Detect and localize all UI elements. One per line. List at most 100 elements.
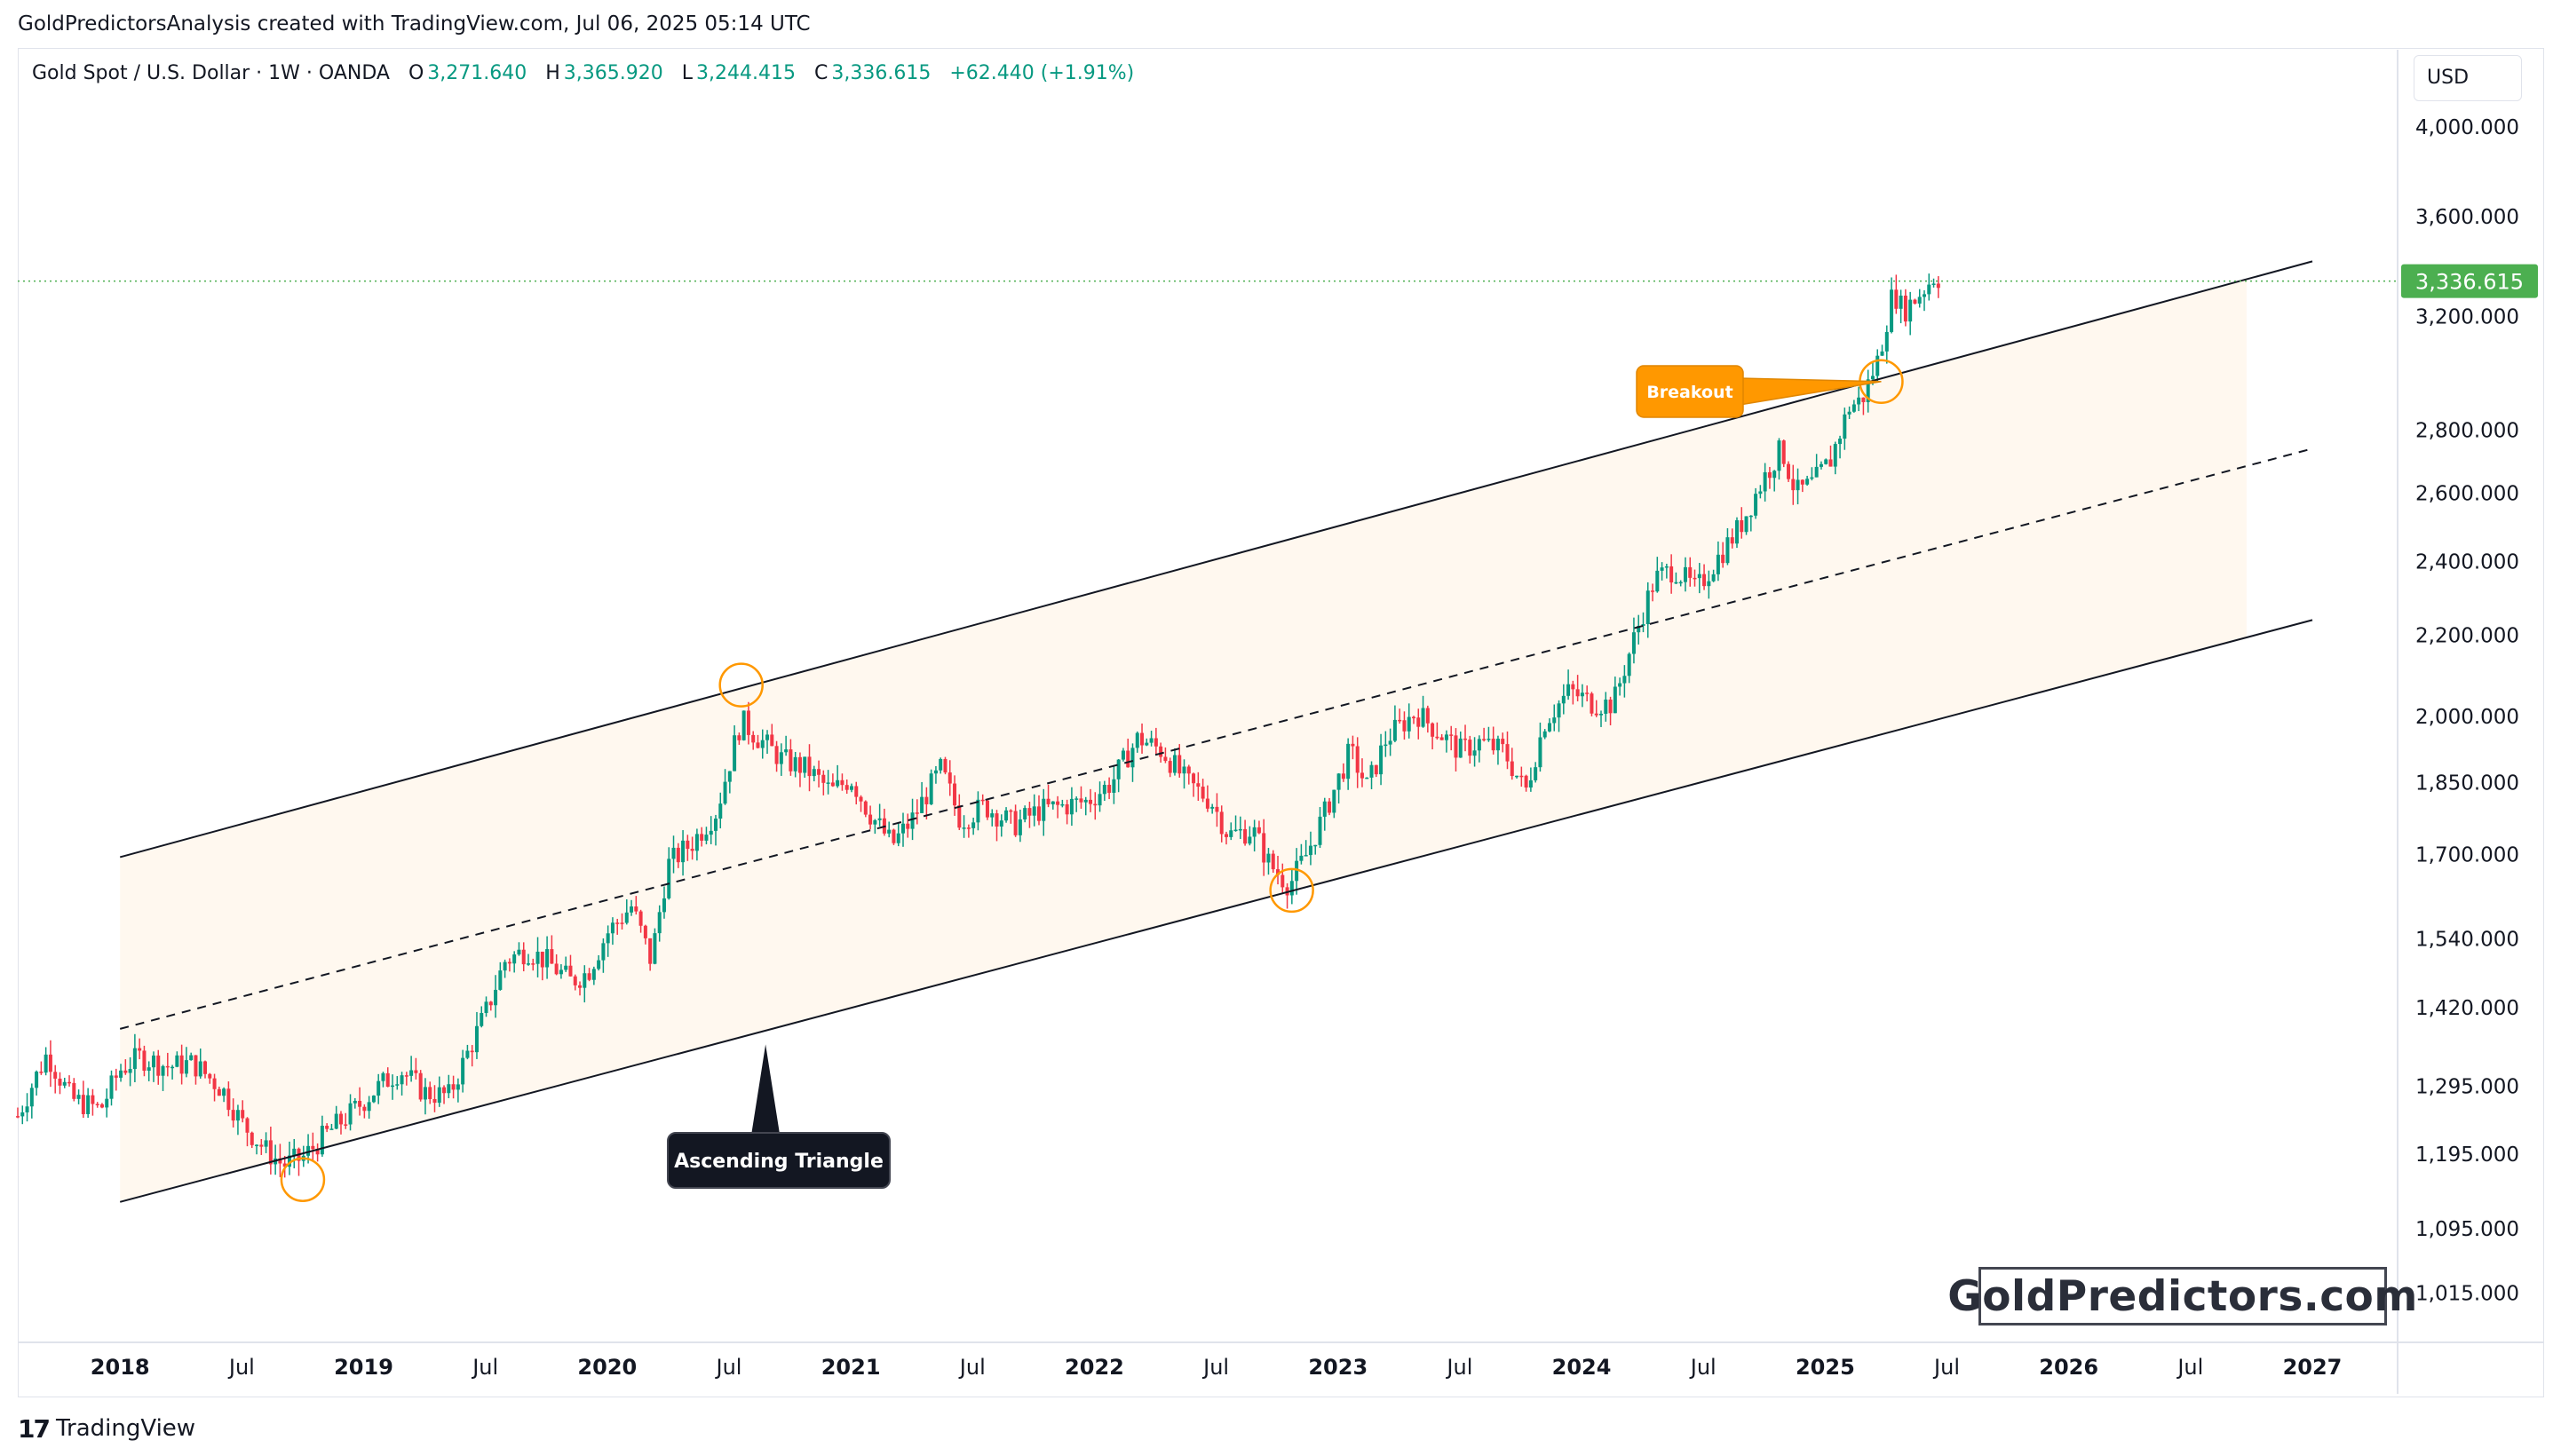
touch-circle: [718, 662, 764, 708]
x-tick-label: Jul: [1201, 1355, 1229, 1380]
candle-body: [1730, 537, 1734, 544]
candle-body: [1669, 566, 1674, 583]
candle-body: [255, 1144, 259, 1146]
candle-body: [362, 1106, 367, 1112]
candle-body: [1833, 444, 1837, 467]
candle-body: [690, 849, 694, 851]
candle-body: [395, 1084, 400, 1086]
candle-body: [474, 1025, 479, 1053]
candle-body: [306, 1145, 311, 1156]
candle-body: [315, 1149, 320, 1155]
candle-body: [278, 1158, 282, 1164]
candle-body: [1257, 827, 1261, 834]
channel-mid-line: [119, 447, 2313, 1030]
candle-body: [1805, 479, 1810, 485]
channel-lower-line: [119, 619, 2313, 1203]
candle-body: [601, 943, 606, 961]
candle-body: [480, 1013, 484, 1026]
open-label: O: [408, 62, 424, 84]
candle-body: [718, 803, 723, 819]
candle-body: [1843, 414, 1847, 439]
candle-body: [709, 830, 713, 835]
candle-body: [943, 758, 947, 773]
currency-selector[interactable]: USD: [2414, 55, 2522, 101]
candle-body: [1787, 463, 1791, 479]
candle-body: [377, 1080, 381, 1096]
candle-body: [1711, 574, 1716, 582]
candle-body: [620, 922, 624, 924]
candle-body: [1032, 806, 1036, 816]
candle-body: [896, 833, 900, 843]
candle-body: [235, 1110, 240, 1121]
candle-body: [1734, 520, 1739, 544]
y-tick-label: 2,000.000: [2415, 706, 2519, 729]
tradingview-logo-text: TradingView: [55, 1415, 196, 1442]
candle-body: [1392, 719, 1397, 741]
candle-body: [999, 820, 1003, 827]
candle-body: [550, 949, 554, 964]
candle-body: [1903, 295, 1907, 322]
candle-body: [1201, 787, 1205, 799]
candle-body: [76, 1095, 81, 1099]
candle-body: [1046, 798, 1051, 804]
candle-body: [1655, 570, 1660, 592]
candle-body: [947, 772, 952, 784]
candle-body: [1379, 745, 1384, 775]
candle-body: [1402, 720, 1407, 732]
candle-body: [583, 973, 587, 988]
breakout-box: [1636, 365, 1744, 418]
candle-body: [779, 752, 783, 764]
candle-body: [432, 1098, 437, 1104]
candle-body: [91, 1095, 95, 1104]
candle-body: [892, 829, 896, 843]
candle-body: [1468, 740, 1472, 756]
candle-body: [681, 840, 686, 863]
candle-body: [488, 1001, 493, 1006]
candle-body: [1079, 798, 1083, 803]
candle-body: [325, 1125, 329, 1129]
candle-body: [470, 1050, 474, 1053]
candle-body: [1060, 803, 1065, 806]
breakout-label: Breakout: [1646, 383, 1732, 402]
candle-body: [1534, 767, 1538, 780]
candle-body: [1542, 731, 1547, 738]
x-tick-label: 2023: [1308, 1355, 1368, 1380]
candle-body: [1866, 379, 1870, 402]
candle-body: [138, 1048, 142, 1051]
high-value: 3,365.920: [563, 62, 663, 84]
candle-body: [700, 834, 704, 841]
candle-body: [1248, 836, 1252, 844]
candle-body: [1637, 625, 1641, 633]
candle-body: [1763, 471, 1767, 492]
candle-body: [1229, 830, 1233, 837]
candle-body: [1740, 520, 1744, 533]
tradingview-logo[interactable]: 17 TradingView: [18, 1413, 195, 1444]
candle-body: [1266, 853, 1271, 863]
candle-body: [447, 1084, 451, 1094]
candle-body: [1177, 755, 1182, 774]
candle-body: [540, 951, 544, 968]
candle-body: [1449, 734, 1454, 736]
y-tick-label: 1,850.000: [2415, 772, 2519, 795]
candle-body: [1355, 746, 1360, 773]
candle-body: [1238, 828, 1242, 831]
y-tick-label: 2,600.000: [2415, 483, 2519, 506]
candle-body: [1295, 860, 1299, 882]
candle-body: [1566, 684, 1571, 696]
x-tick-label: 2020: [577, 1355, 637, 1380]
candle-body: [1365, 777, 1369, 779]
candle-body: [1192, 773, 1196, 784]
candle-body: [226, 1088, 231, 1111]
candle-body: [630, 906, 634, 913]
candle-body: [1599, 713, 1604, 716]
candle-body: [1065, 803, 1069, 815]
candle-body: [1660, 567, 1664, 571]
candle-body: [1744, 516, 1748, 533]
candle-body: [535, 951, 540, 964]
candle-body: [737, 735, 741, 740]
candle-body: [643, 925, 647, 938]
candle-body: [1580, 692, 1584, 697]
candle-body: [1163, 756, 1168, 762]
candle-body: [1431, 723, 1435, 737]
